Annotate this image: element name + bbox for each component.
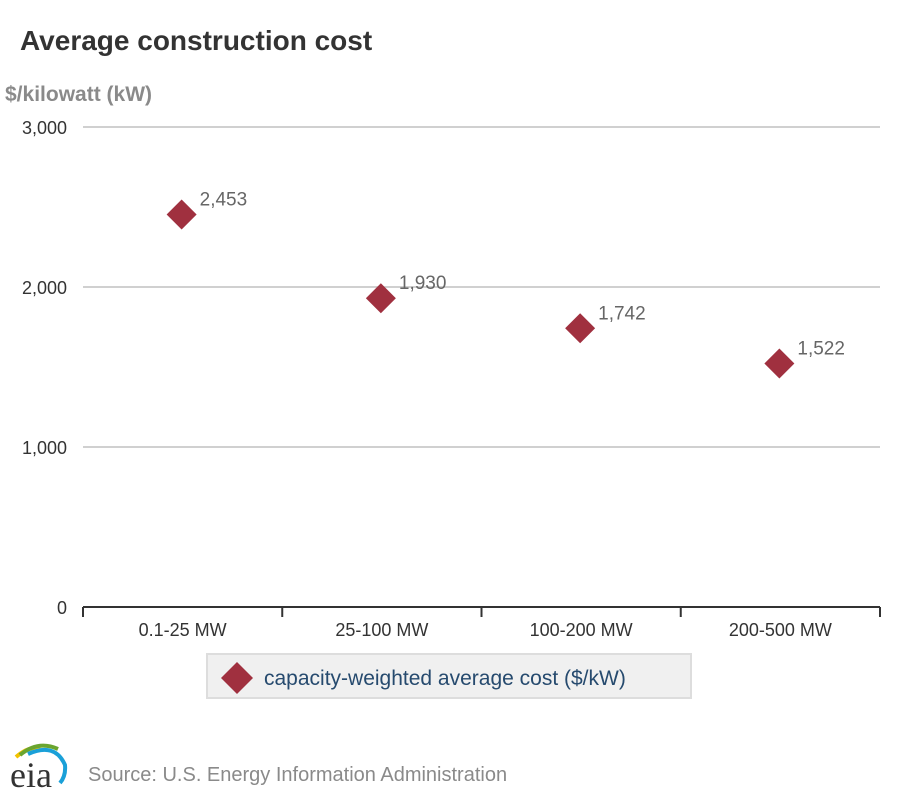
y-tick-label: 3,000 [22,118,67,138]
data-label: 1,742 [598,303,646,324]
data-point[interactable] [764,348,795,379]
legend-label: capacity-weighted average cost ($/kW) [264,667,626,690]
data-point[interactable] [565,313,596,344]
data-label: 2,453 [200,190,248,211]
legend-box [206,653,692,699]
data-label: 1,930 [399,273,447,294]
legend-diamond-marker [221,662,253,694]
eia-logo: eia [10,743,68,795]
chart-title: Average construction cost [20,25,372,56]
x-tick-label: 25-100 MW [335,620,428,640]
y-tick-label: 1,000 [22,438,67,458]
legend[interactable]: capacity-weighted average cost ($/kW) [206,653,692,699]
x-tick-label: 100-200 MW [530,620,633,640]
data-point[interactable] [365,283,396,314]
y-tick-label: 2,000 [22,278,67,298]
y-tick-label: 0 [57,598,67,618]
source-text: Source: U.S. Energy Information Administ… [88,764,507,786]
data-label: 1,522 [797,338,845,359]
x-tick-label: 200-500 MW [729,620,832,640]
x-tick-label: 0.1-25 MW [139,620,227,640]
y-axis-label: $/kilowatt (kW) [5,83,152,106]
data-point[interactable] [166,199,197,230]
svg-text:eia: eia [10,755,52,795]
